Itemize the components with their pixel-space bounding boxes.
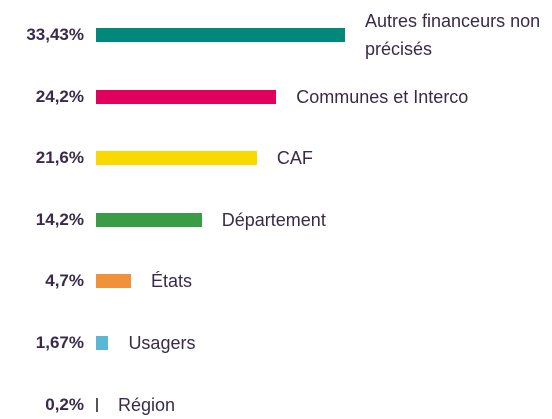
bar xyxy=(96,89,277,104)
category-label: Usagers xyxy=(128,333,196,353)
bar xyxy=(96,212,202,227)
category-label: Autres financeurs non précisés xyxy=(365,11,541,59)
value-label: 14,2% xyxy=(35,209,84,229)
value-label: 33,43% xyxy=(26,25,84,44)
bar xyxy=(96,274,131,289)
category-label: Département xyxy=(221,209,326,230)
bar xyxy=(96,336,109,350)
bar-row: 21,6% CAF xyxy=(0,144,552,172)
bar xyxy=(96,397,98,412)
bar-row: 1,67% Usagers xyxy=(0,329,552,357)
bar xyxy=(96,151,257,166)
category-label: États xyxy=(151,271,193,292)
bar-row: 4,7% États xyxy=(0,267,552,295)
category-label: CAF xyxy=(276,148,313,169)
value-label: 1,67% xyxy=(35,333,84,352)
value-label: 21,6% xyxy=(35,148,84,168)
value-label: 4,7% xyxy=(45,271,84,291)
category-label: Communes et Interco xyxy=(296,86,469,107)
bar-row: 33,43% Autres financeurs non précisés xyxy=(0,7,552,63)
bar-row: 0,2% Région xyxy=(0,391,552,419)
value-label: 0,2% xyxy=(45,394,84,414)
bar xyxy=(96,28,345,42)
category-label: Région xyxy=(118,394,176,415)
bar-row: 24,2% Communes et Interco xyxy=(0,83,552,111)
bar-row: 14,2% Département xyxy=(0,206,552,234)
value-label: 24,2% xyxy=(35,86,84,106)
